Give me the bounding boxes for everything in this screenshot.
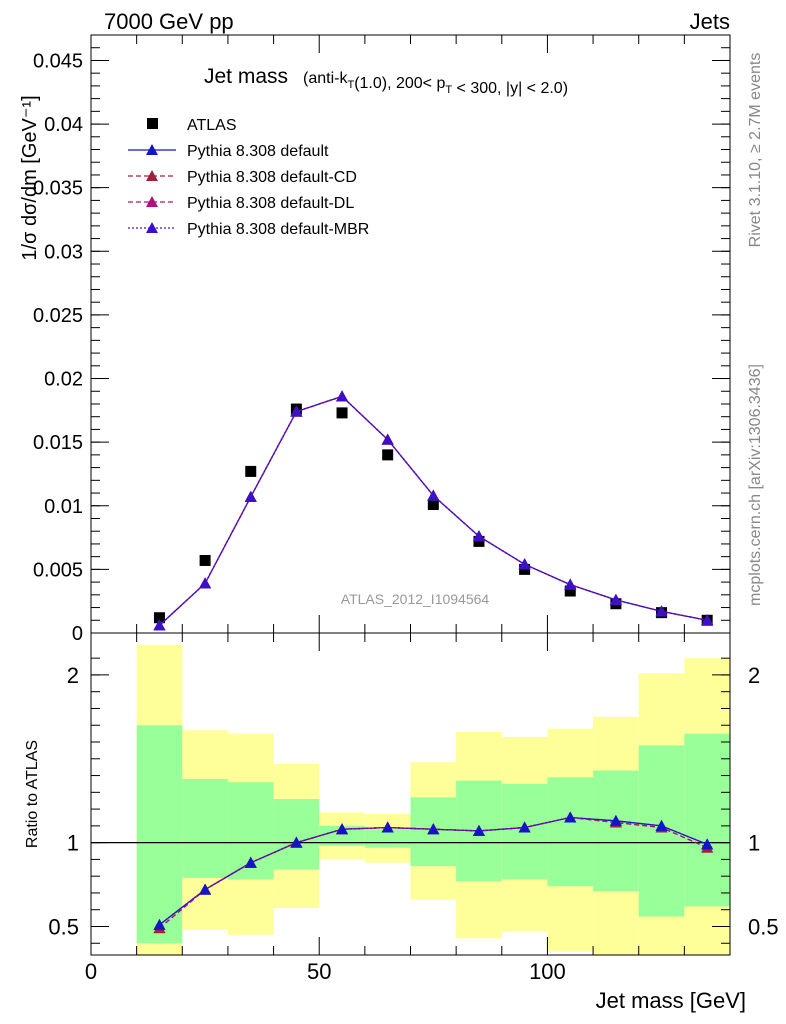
ratio-ytick-label-right: 0.5 xyxy=(748,914,779,939)
main-ytick-label: 0.005 xyxy=(33,559,83,581)
atlas-data-point xyxy=(153,612,165,624)
stat-uncertainty-band xyxy=(684,733,730,907)
ratio-frame xyxy=(90,632,731,956)
header-right: Jets xyxy=(690,9,730,34)
ratio-data-point xyxy=(701,838,714,850)
atlas-data-point xyxy=(473,535,485,547)
mc-data-point xyxy=(427,489,440,501)
ratio-data-point xyxy=(655,819,668,831)
atlas-data-point xyxy=(336,407,348,419)
ratio-bands xyxy=(91,644,730,955)
main-title: Jet mass xyxy=(204,65,288,88)
main-ytick-label: 0.04 xyxy=(44,114,83,136)
main-ytick-label: 0 xyxy=(72,623,83,645)
rivet-label: Rivet 3.1.10, ≥ 2.7M events xyxy=(747,53,764,248)
atlas-data-point xyxy=(245,465,257,477)
legend-marker-triangle xyxy=(146,196,158,207)
atlas-data-point xyxy=(382,449,394,461)
stat-uncertainty-band xyxy=(136,725,183,944)
mc-data-point xyxy=(655,605,668,617)
main-subtitle: (anti-kT(1.0), 200< pT < 300, |y| < 2.0) xyxy=(303,70,568,97)
main-marks xyxy=(153,390,714,631)
ratio-marks xyxy=(153,811,714,934)
main-ylabel: 1/σ dσ/dm [GeV⁻¹] xyxy=(19,95,41,260)
analysis-watermark: ATLAS_2012_I1094564 xyxy=(341,591,490,607)
main-ytick-label: 0.025 xyxy=(33,305,83,327)
mc-data-point xyxy=(290,405,303,417)
legend-label: ATLAS xyxy=(187,117,237,134)
legend-marker-triangle xyxy=(146,170,158,181)
mc-data-point xyxy=(564,578,577,590)
mc-data-point xyxy=(518,558,531,570)
x-axis-label: Jet mass [GeV] xyxy=(596,988,746,1013)
mc-data-point xyxy=(199,577,212,589)
legend-label: Pythia 8.308 default-CD xyxy=(187,169,357,186)
ratio-ytick-label-left: 1 xyxy=(67,831,79,856)
ratio-data-point xyxy=(427,823,440,835)
ratio-ytick-label-left: 2 xyxy=(67,663,79,688)
legend-label: Pythia 8.308 default-DL xyxy=(187,195,354,212)
stat-uncertainty-band xyxy=(593,770,639,892)
ratio-ytick-label-left: 0.5 xyxy=(48,914,79,939)
x-tick-label: 100 xyxy=(529,959,566,984)
ratio-data-point xyxy=(336,823,349,835)
ratio-ytick-label-right: 1 xyxy=(748,831,760,856)
main-ytick-label: 0.045 xyxy=(33,50,83,72)
ratio-axis-ticks: 0.5 0.5 1 1 2 2 0 50 100 xyxy=(48,633,779,984)
main-ytick-label: 0.035 xyxy=(33,178,83,200)
stat-uncertainty-band xyxy=(547,777,594,887)
main-ytick-label: 0.01 xyxy=(44,496,83,518)
mc-data-point xyxy=(153,619,166,631)
stat-uncertainty-band xyxy=(273,799,320,870)
ratio-data-point xyxy=(199,883,212,895)
ratio-ytick-label-right: 2 xyxy=(748,663,760,688)
legend-marker-triangle xyxy=(146,144,158,155)
mc-data-point xyxy=(472,530,485,542)
atlas-data-point xyxy=(564,585,576,597)
main-ytick-label: 0.02 xyxy=(44,369,83,391)
main-ytick-label: 0.015 xyxy=(33,432,83,454)
mcplots-label: mcplots.cern.ch [arXiv:1306.3436] xyxy=(747,364,764,606)
ratio-data-point xyxy=(609,814,622,826)
legend: ATLAS Pythia 8.308 default Pythia 8.308 de… xyxy=(128,117,369,238)
atlas-data-point xyxy=(519,563,531,575)
mc-data-point xyxy=(244,490,257,502)
ratio-data-point xyxy=(564,811,577,823)
x-tick-label: 0 xyxy=(85,959,97,984)
mc-data-point xyxy=(701,614,714,626)
legend-label: Pythia 8.308 default xyxy=(187,143,329,160)
stat-uncertainty-band xyxy=(182,778,228,878)
legend-label: Pythia 8.308 default-MBR xyxy=(187,221,369,238)
mc-data-point xyxy=(336,390,349,402)
ratio-data-point xyxy=(518,821,531,833)
ratio-data-point xyxy=(290,836,303,848)
ratio-data-point xyxy=(381,821,394,833)
mc-data-point xyxy=(609,593,622,605)
main-ytick-label: 0.03 xyxy=(44,241,83,263)
stat-uncertainty-band xyxy=(319,825,365,846)
mc-data-point xyxy=(381,433,394,445)
ratio-data-point xyxy=(244,856,257,868)
atlas-data-point xyxy=(199,554,211,566)
ratio-data-point xyxy=(472,824,485,836)
atlas-data-point xyxy=(427,498,439,510)
ratio-ylabel: Ratio to ATLAS xyxy=(24,740,41,848)
legend-marker-square xyxy=(147,118,158,129)
x-tick-label: 50 xyxy=(307,959,331,984)
legend-marker-triangle xyxy=(146,222,158,233)
ratio-data-point xyxy=(153,918,166,930)
main-axis-ticks: 0 0.005 0.01 0.015 0.02 0.025 0.03 0.035 0.04 0.0… xyxy=(33,35,731,645)
header-left: 7000 GeV pp xyxy=(104,9,234,34)
